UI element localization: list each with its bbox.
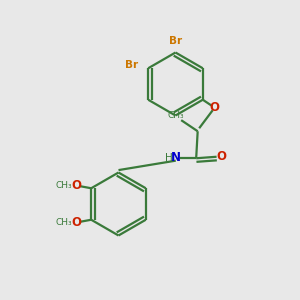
Text: CH₃: CH₃	[56, 181, 73, 190]
Text: H: H	[165, 153, 173, 163]
Text: O: O	[72, 216, 82, 229]
Text: Br: Br	[169, 36, 182, 46]
Text: CH₃: CH₃	[56, 218, 73, 227]
Text: O: O	[209, 101, 219, 114]
Text: N: N	[171, 151, 181, 164]
Text: O: O	[216, 150, 226, 163]
Text: O: O	[72, 179, 82, 192]
Text: CH₃: CH₃	[167, 111, 184, 120]
Text: Br: Br	[125, 60, 138, 70]
